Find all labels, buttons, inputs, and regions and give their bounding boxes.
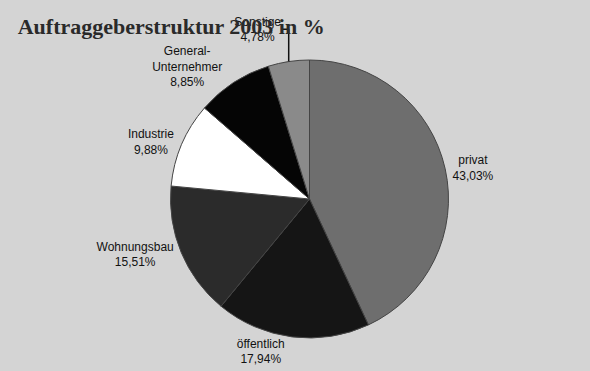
svg-text:Sonstige4,78%: Sonstige4,78%: [234, 15, 281, 45]
svg-text:privat43,03%: privat43,03%: [453, 153, 494, 183]
svg-text:General-Unternehmer8,85%: General-Unternehmer8,85%: [152, 44, 222, 89]
svg-text:Industrie9,88%: Industrie9,88%: [128, 127, 174, 157]
svg-text:öffentlich17,94%: öffentlich17,94%: [237, 337, 285, 367]
svg-text:Wohnungsbau15,51%: Wohnungsbau15,51%: [97, 240, 174, 270]
svg-text:Auftraggeberstruktur 2003 in %: Auftraggeberstruktur 2003 in %: [18, 14, 325, 39]
